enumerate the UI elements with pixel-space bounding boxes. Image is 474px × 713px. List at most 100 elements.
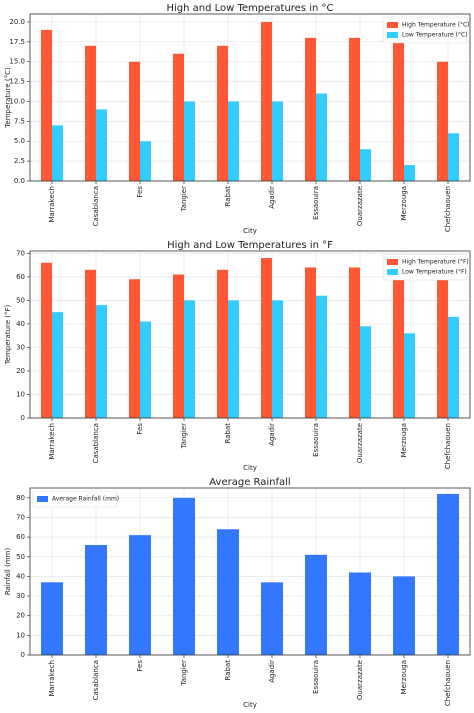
bar (349, 37, 360, 181)
chart: High and Low Temperatures in °C 0.0 2.5 5.0… (4, 3, 471, 235)
y-axis-label: Temperature (°C) (4, 67, 12, 129)
bar (96, 305, 107, 418)
x-axis-label: City (243, 464, 257, 472)
legend: Average Rainfall (mm) (32, 490, 119, 508)
bar (272, 300, 283, 418)
legend-label: High Temperature (°F) (402, 259, 469, 266)
x-tick-label: Chefchaouen (444, 186, 452, 232)
legend: High Temperature (°F) Low Temperature (°F… (382, 253, 469, 281)
bar (437, 279, 448, 418)
x-tick-label: Rabat (224, 660, 232, 681)
bar (85, 45, 96, 181)
chart-title: High and Low Temperatures in °C (166, 3, 333, 14)
x-tick-label: Essaouira (312, 186, 320, 220)
x-tick-label: Fes (136, 423, 144, 435)
x-tick-label: Tangier (180, 423, 188, 450)
bar (129, 61, 140, 181)
x-tick-label: Ouarzazate (356, 660, 364, 700)
x-tick-label: Tangier (180, 660, 188, 687)
bar (437, 493, 459, 655)
y-tick-label: 50 (16, 553, 25, 561)
chart: Average Rainfall 0 10 20 30 40 50 60 70 80 Marrake… (4, 477, 471, 709)
bar (52, 125, 63, 181)
y-tick-label: 20 (16, 367, 25, 375)
x-axis-label: City (243, 701, 257, 709)
bar (173, 53, 184, 182)
x-tick-label: Merzouga (400, 660, 408, 694)
bar (393, 267, 404, 418)
bar (305, 554, 327, 655)
bar (228, 101, 239, 181)
bar (129, 535, 151, 655)
y-tick-label: 0 (21, 414, 25, 422)
x-tick-label: Ouarzazate (356, 186, 364, 226)
bar (272, 101, 283, 181)
x-tick-label: Marrakech (48, 186, 56, 223)
bar (305, 37, 316, 181)
x-tick-label: Merzouga (400, 423, 408, 457)
y-tick-label: 40 (16, 572, 25, 580)
bar (404, 165, 415, 181)
y-tick-label: 17.5 (9, 38, 25, 46)
x-tick-label: Agadir (268, 186, 276, 209)
y-tick-label: 0.0 (14, 177, 25, 185)
legend-label: Low Temperature (°C) (402, 32, 468, 39)
bar (448, 133, 459, 181)
y-axis-label: Temperature (°F) (4, 304, 12, 365)
bar (360, 326, 371, 418)
bar (140, 321, 151, 418)
y-tick-label: 60 (16, 273, 25, 281)
bar (393, 576, 415, 655)
y-tick-label: 10 (16, 631, 25, 639)
x-tick-label: Chefchaouen (444, 423, 452, 469)
y-tick-label: 40 (16, 320, 25, 328)
y-tick-label: 15.0 (9, 58, 25, 66)
bar (129, 279, 140, 418)
x-tick-label: Fes (136, 186, 144, 198)
x-tick-label: Agadir (268, 423, 276, 446)
y-tick-label: 0 (21, 651, 25, 659)
legend-swatch (387, 22, 398, 28)
legend-swatch (387, 269, 398, 275)
legend-box (382, 253, 468, 281)
y-tick-label: 50 (16, 296, 25, 304)
bar (261, 582, 283, 655)
bar (184, 300, 195, 418)
chart-title: Average Rainfall (209, 477, 290, 488)
bar (52, 312, 63, 418)
bar (360, 149, 371, 181)
x-tick-label: Rabat (224, 186, 232, 207)
y-tick-label: 20 (16, 612, 25, 620)
bar (217, 529, 239, 655)
bar (316, 93, 327, 181)
y-axis-label: Rainfall (mm) (4, 548, 12, 596)
x-tick-label: Agadir (268, 660, 276, 683)
x-tick-label: Marrakech (48, 423, 56, 460)
legend-swatch (387, 32, 398, 38)
y-tick-label: 2.5 (14, 157, 25, 165)
bar (228, 300, 239, 418)
bar (305, 267, 316, 418)
bar (217, 269, 228, 418)
plot-frame (29, 487, 471, 656)
bar (140, 141, 151, 181)
y-tick-label: 7.5 (14, 117, 25, 125)
bar (393, 37, 404, 181)
legend-label: High Temperature (°C) (402, 22, 469, 29)
bar (437, 61, 448, 181)
legend-label: Low Temperature (°F) (402, 269, 467, 276)
chart: High and Low Temperatures in °F 0 10 20 30 40… (4, 240, 471, 472)
x-tick-label: Essaouira (312, 423, 320, 457)
legend-box (32, 490, 118, 508)
bar (173, 497, 195, 655)
bar (85, 544, 107, 655)
x-tick-label: Fes (136, 660, 144, 672)
bar (41, 262, 52, 418)
bar (448, 316, 459, 418)
x-tick-label: Casablanca (92, 186, 100, 226)
x-tick-label: Rabat (224, 423, 232, 444)
legend: High Temperature (°C) Low Temperature (°C… (382, 16, 469, 44)
bar (41, 582, 63, 655)
bar (349, 572, 371, 655)
